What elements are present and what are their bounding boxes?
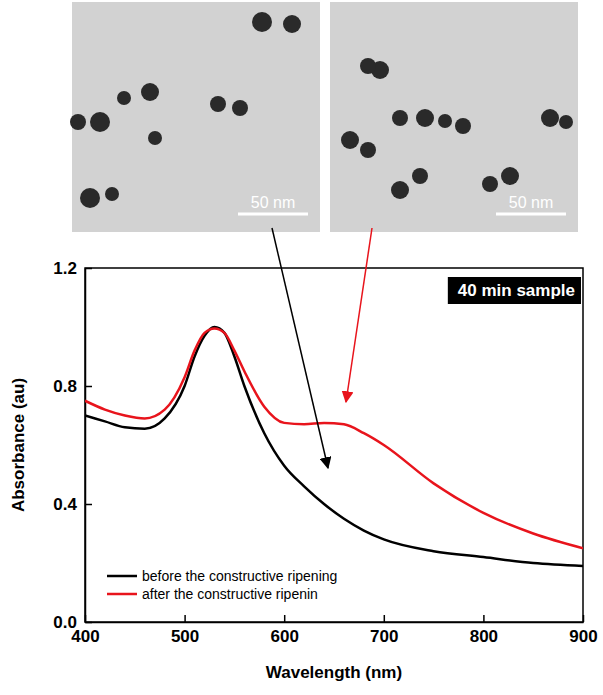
tick-mark	[85, 622, 92, 624]
tick-mark	[85, 504, 92, 506]
particle	[392, 110, 408, 126]
tick-label: 0.4	[53, 495, 77, 514]
particle	[341, 131, 359, 149]
tick: 900	[569, 615, 597, 646]
micrograph-ground	[72, 2, 320, 232]
tick-mark	[384, 615, 386, 622]
axis-line	[85, 269, 87, 623]
particle	[412, 168, 428, 184]
particle	[90, 112, 110, 132]
annotation-text: 40 min sample	[458, 281, 575, 300]
particle	[391, 181, 409, 199]
tick: 1.2	[53, 259, 92, 278]
scale-bar	[238, 213, 308, 216]
scale-bar	[496, 213, 566, 216]
series-line	[85, 328, 583, 548]
tick-mark	[583, 615, 585, 622]
legend-swatch	[107, 593, 137, 596]
particle	[117, 91, 131, 105]
legend-label: after the constructive ripenin	[142, 586, 318, 602]
tick-mark	[284, 615, 286, 622]
tick: 600	[271, 615, 299, 646]
legend-swatch	[107, 575, 137, 578]
tick-label: 600	[271, 627, 299, 646]
tick-label: 1.2	[53, 259, 77, 278]
particle	[148, 131, 162, 145]
tick-label: 0.0	[53, 613, 77, 632]
lines	[85, 327, 583, 566]
tick-label: 500	[171, 627, 199, 646]
particle	[559, 115, 573, 129]
particle	[252, 12, 272, 32]
annotation: 40 min sample	[448, 277, 581, 304]
series-line	[85, 327, 583, 566]
annotation-box	[448, 277, 581, 304]
tick-label: 0.8	[53, 377, 77, 396]
particle	[283, 15, 301, 33]
tick-label: 700	[370, 627, 398, 646]
tick-mark	[85, 386, 92, 388]
particle	[416, 109, 434, 127]
scale-bar-label: 50 nm	[509, 194, 553, 211]
tick-label: 900	[569, 627, 597, 646]
legend-entry: after the constructive ripenin	[107, 586, 318, 602]
micrograph: 50 nm	[330, 2, 578, 232]
legend: before the constructive ripening after th…	[107, 568, 337, 602]
particle	[105, 187, 119, 201]
tick-label: 800	[470, 627, 498, 646]
particle	[438, 114, 452, 128]
tick: 800	[470, 615, 498, 646]
pointer-arrow	[272, 228, 328, 468]
particle	[360, 142, 376, 158]
tick-mark	[184, 615, 186, 622]
particle	[141, 83, 159, 101]
micrograph: 50 nm	[70, 2, 320, 232]
micrograph-ground	[330, 2, 578, 232]
legend-label: before the constructive ripening	[142, 568, 337, 584]
figure: 50 nm50 nm4005006007008009000.00.40.81.2…	[0, 0, 603, 695]
x-axis-title: Wavelength (nm)	[266, 663, 402, 682]
particle	[80, 188, 100, 208]
y-axis: 0.0 0.4 0.8 1.2	[53, 259, 92, 632]
axis-line	[86, 622, 584, 624]
particle	[360, 58, 376, 74]
pointer-arrow	[346, 228, 372, 402]
particle	[482, 176, 498, 192]
tick: 500	[171, 615, 199, 646]
particle	[232, 100, 248, 116]
particle	[455, 118, 471, 134]
tick-mark	[483, 615, 485, 622]
tick: 0.4	[53, 495, 92, 514]
x-axis: 400500600700800900	[71, 615, 597, 646]
tick: 700	[370, 615, 398, 646]
tick-mark	[85, 268, 92, 270]
legend-entry: before the constructive ripening	[107, 568, 337, 584]
plot-frame	[85, 268, 583, 622]
scale-bar-label: 50 nm	[251, 194, 295, 211]
y-axis-title: Absorbance (au)	[9, 378, 28, 512]
particle	[210, 96, 226, 112]
tick: 0.8	[53, 377, 92, 396]
particle	[70, 114, 86, 130]
tick: 0.0	[53, 613, 92, 632]
particle	[541, 109, 559, 127]
particle	[501, 167, 519, 185]
